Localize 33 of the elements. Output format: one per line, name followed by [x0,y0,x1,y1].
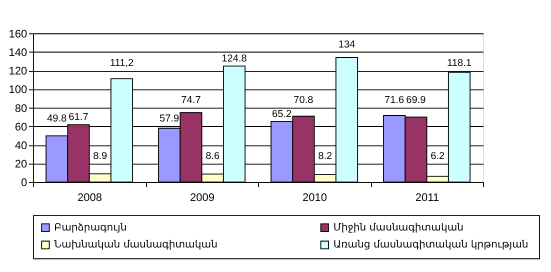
x-tick-label: 2008 [78,192,102,204]
y-tick-label: 120 [8,66,28,78]
data-label: 134 [338,39,356,50]
y-tick-label: 0 [20,177,28,190]
data-label: 8.2 [318,150,333,162]
x-tick-label: 2011 [415,192,440,204]
legend-label: Բարձրագույն [54,222,127,234]
y-tick-label: 160 [8,28,28,40]
y-tick-label: 40 [14,140,28,152]
legend-label: Միջին մասնագիտական [333,222,464,234]
x-tick-label: 2010 [302,192,328,204]
legend-label: Առանց մասնագիտական կրթության [333,240,528,251]
y-tick-label: 140 [8,47,28,60]
data-label: 8.6 [206,150,220,162]
data-label: 71.6 [384,95,405,106]
x-tick-label: 2009 [190,192,215,204]
y-tick-label: 20 [14,158,28,171]
data-label: 61.7 [68,112,89,124]
data-label: 118.1 [446,58,472,69]
data-label: 65.2 [272,108,292,120]
y-tick-label: 100 [8,84,28,96]
data-label: 57.9 [160,114,180,125]
data-label: 124.8 [222,53,248,64]
data-label: 8.9 [93,150,108,162]
data-label: 69.9 [406,95,426,106]
y-tick-label: 60 [14,121,28,134]
data-label: 49.8 [47,114,68,125]
legend-label: Նախնական մասնագիտական [54,240,218,251]
y-tick-label: 80 [14,102,28,115]
data-label: 111,2 [110,58,134,69]
data-label: 70.8 [294,95,314,106]
data-label: 74.7 [181,95,202,106]
data-label: 6.2 [430,150,446,162]
